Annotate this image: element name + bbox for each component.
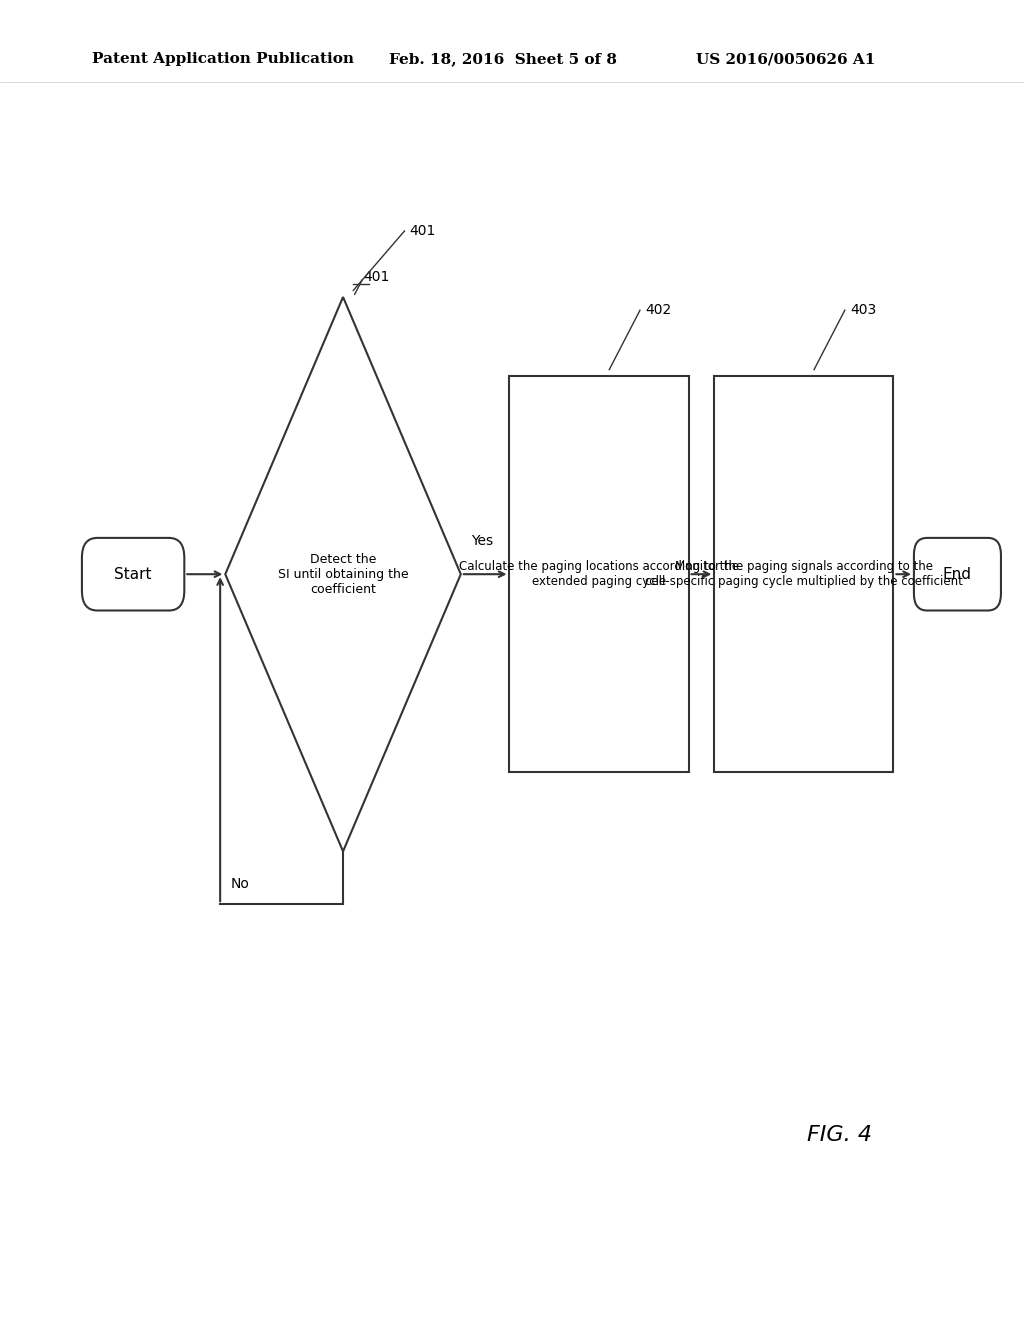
FancyBboxPatch shape: [914, 539, 1001, 610]
Bar: [715, 376, 893, 772]
Text: 403: 403: [850, 304, 877, 317]
Text: FIG. 4: FIG. 4: [807, 1125, 872, 1146]
Text: 401: 401: [410, 224, 436, 238]
Text: 401: 401: [364, 269, 390, 284]
Text: US 2016/0050626 A1: US 2016/0050626 A1: [696, 53, 876, 66]
Text: 402: 402: [645, 304, 672, 317]
Text: No: No: [230, 876, 249, 891]
Text: Calculate the paging locations according to the
extended paging cycle: Calculate the paging locations according…: [459, 560, 739, 589]
Text: Monitor the paging signals according to the
cell-specific paging cycle multiplie: Monitor the paging signals according to …: [645, 560, 963, 589]
Text: End: End: [943, 566, 972, 582]
Text: Start: Start: [115, 566, 152, 582]
Text: Patent Application Publication: Patent Application Publication: [92, 53, 354, 66]
Bar: [509, 376, 688, 772]
Text: Detect the
SI until obtaining the
coefficient: Detect the SI until obtaining the coeffi…: [278, 553, 409, 595]
Polygon shape: [225, 297, 461, 851]
Text: Yes: Yes: [471, 535, 494, 548]
Text: Feb. 18, 2016  Sheet 5 of 8: Feb. 18, 2016 Sheet 5 of 8: [389, 53, 617, 66]
FancyBboxPatch shape: [82, 539, 184, 610]
